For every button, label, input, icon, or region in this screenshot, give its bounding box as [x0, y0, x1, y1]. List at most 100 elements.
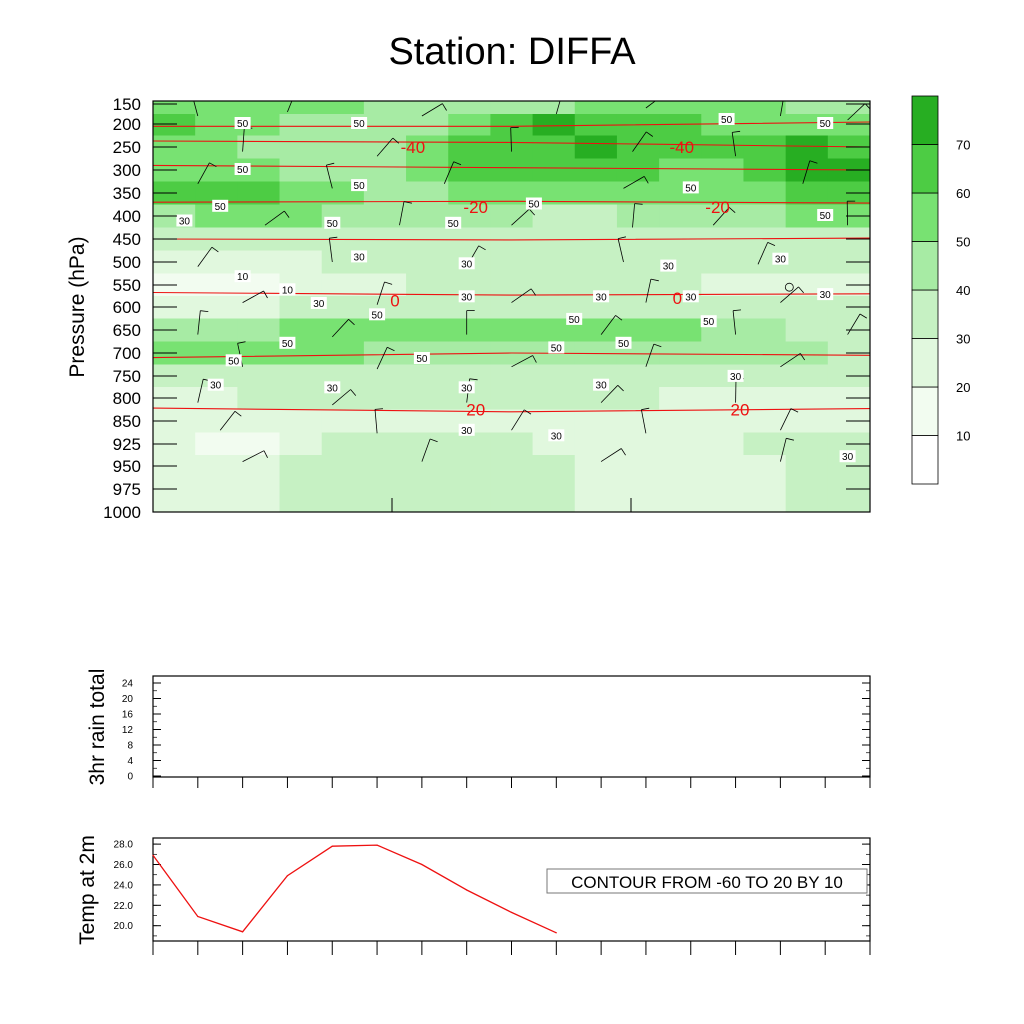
temperature-contour-line: [153, 407, 870, 413]
humidity-cell: [574, 204, 618, 229]
humidity-contour-label: 50: [700, 315, 717, 328]
humidity-cell: [237, 101, 281, 115]
humidity-cell: [279, 477, 323, 502]
humidity-cell: [701, 204, 745, 229]
wind-barb: [645, 343, 662, 367]
humidity-cell: [321, 273, 365, 297]
svg-text:30: 30: [775, 255, 787, 266]
humidity-cell: [532, 500, 576, 512]
colorbar: 10 20 30 40 50 60 70: [911, 95, 970, 485]
humidity-cell: [490, 158, 534, 183]
humidity-cell: [743, 318, 787, 343]
humidity-cell: [532, 318, 576, 343]
humidity-cell: [363, 273, 407, 297]
wind-barb: [399, 201, 412, 226]
humidity-cell: [363, 114, 407, 137]
humidity-cell: [785, 341, 829, 366]
humidity-contour-label: 30: [593, 378, 610, 392]
humidity-cell: [785, 135, 829, 160]
humidity-cell: [785, 432, 829, 456]
humidity-contour-label: 30: [458, 381, 475, 394]
humidity-cell: [701, 477, 745, 502]
humidity-cell: [195, 250, 238, 275]
wind-barb: [623, 176, 649, 189]
humidity-cell: [659, 101, 702, 115]
pressure-tick-label: 450: [113, 230, 141, 249]
humidity-cell: [827, 114, 870, 137]
wind-barb: [287, 101, 293, 113]
humidity-contour-label: 50: [351, 117, 368, 130]
humidity-cell: [743, 500, 787, 512]
humidity-cell: [616, 318, 660, 343]
temperature-contour-label: 20: [466, 401, 485, 420]
humidity-contour-label: 50: [212, 199, 229, 213]
temp-tick-label: 22.0: [114, 901, 134, 912]
humidity-cell: [237, 364, 281, 388]
humidity-cell: [659, 114, 702, 137]
colorbar-swatch: [911, 144, 939, 194]
humidity-cell: [659, 204, 702, 229]
wind-barb: [757, 242, 776, 265]
humidity-cell: [279, 432, 323, 456]
humidity-cell: [490, 387, 534, 411]
humidity-cell: [574, 135, 618, 160]
svg-text:10: 10: [282, 285, 294, 296]
humidity-cell: [279, 500, 323, 512]
svg-text:50: 50: [528, 200, 540, 211]
temp-series-line: [152, 844, 557, 934]
humidity-cell: [743, 455, 787, 479]
temperature-contour-label: -40: [401, 138, 426, 157]
humidity-cell: [532, 455, 576, 479]
contour-label-layer: 50 50 50 50 50 50 50 50 50 50 30 50 50 30 30 30 30 10 10 30…: [176, 113, 856, 463]
humidity-contour-label: 30: [310, 296, 327, 310]
humidity-cell: [532, 135, 576, 160]
humidity-cell: [701, 455, 745, 479]
humidity-cell: [406, 432, 449, 456]
humidity-cell: [659, 318, 702, 343]
humidity-cell: [195, 477, 238, 502]
humidity-cell: [279, 158, 323, 183]
humidity-cell: [616, 273, 660, 297]
svg-text:50: 50: [354, 181, 366, 192]
humidity-cell: [743, 158, 787, 183]
svg-text:50: 50: [721, 115, 733, 126]
humidity-cell: [406, 250, 449, 275]
humidity-cell: [785, 318, 829, 343]
humidity-cell: [574, 477, 618, 502]
humidity-cell: [701, 135, 745, 160]
temp-tick-label: 28.0: [114, 840, 134, 851]
humidity-cell: [237, 477, 281, 502]
humidity-cell: [827, 500, 870, 512]
humidity-cell: [406, 318, 449, 343]
humidity-cell: [743, 114, 787, 137]
humidity-cell: [490, 318, 534, 343]
wind-barb: [780, 408, 799, 431]
humidity-cell: [532, 158, 576, 183]
cross-section-panel: 50 50 50 50 50 50 50 50 50 50 30 50 50 30 30 30 30 10 10 30…: [66, 95, 871, 522]
wind-barb: [264, 210, 290, 226]
svg-text:30: 30: [461, 426, 473, 437]
humidity-contour-label: 50: [817, 209, 834, 222]
humidity-cell: [532, 273, 576, 297]
temp-axis: 20.0 22.0 24.0 26.0 28.0: [114, 840, 871, 955]
humidity-contour-label: 30: [458, 290, 475, 303]
wind-barb: [780, 101, 784, 117]
svg-text:50: 50: [703, 317, 715, 328]
temp-point: [510, 911, 513, 914]
humidity-contour-label: 50: [718, 113, 735, 126]
humidity-cell: [195, 387, 238, 411]
humidity-cell: [659, 409, 702, 434]
humidity-cell: [659, 477, 702, 502]
humidity-contour-label: 30: [458, 423, 475, 437]
colorbar-label: 10: [956, 429, 970, 444]
colorbar-label: 60: [956, 186, 970, 201]
humidity-contour-label: 50: [351, 179, 368, 192]
wind-barb: [510, 126, 519, 152]
svg-text:30: 30: [461, 383, 473, 394]
humidity-cell: [195, 114, 238, 137]
humidity-cell: [701, 500, 745, 512]
humidity-contour-label: 50: [324, 216, 341, 230]
temperature-contour-label: 0: [390, 291, 399, 310]
wind-barb: [332, 319, 355, 338]
humidity-cell: [237, 500, 281, 512]
